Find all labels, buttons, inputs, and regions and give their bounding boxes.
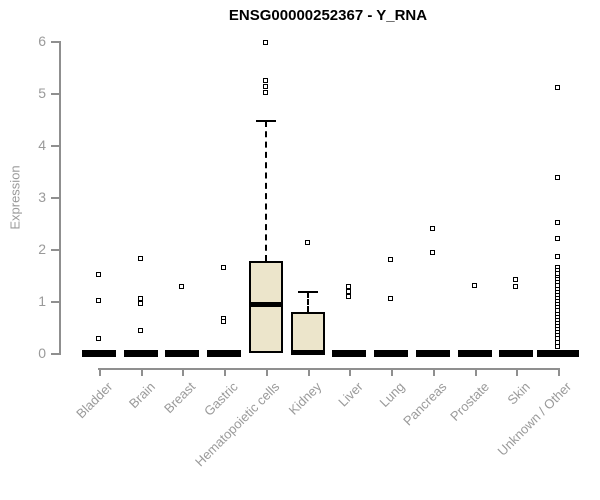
x-tick-label: Breast	[161, 379, 199, 417]
y-axis-tick	[51, 301, 59, 303]
x-tick-label: Pancreas	[400, 379, 450, 429]
y-axis-tick	[51, 145, 59, 147]
collapsed-box	[499, 350, 533, 357]
x-axis-tick	[266, 368, 268, 376]
x-axis-tick	[475, 368, 477, 376]
y-tick-label: 2	[38, 241, 46, 257]
outlier-point	[138, 295, 143, 301]
y-tick-label: 5	[38, 85, 46, 101]
whisker-line	[307, 291, 309, 312]
outlier-point	[346, 283, 351, 289]
outlier-point	[346, 289, 351, 295]
x-axis-tick	[224, 368, 226, 376]
outlier-point	[430, 250, 435, 256]
x-axis-tick	[182, 368, 184, 376]
y-axis-tick	[51, 249, 59, 251]
median-line	[249, 301, 283, 307]
outlier-point	[138, 301, 143, 307]
median-line	[291, 349, 325, 355]
outlier-point	[388, 256, 393, 262]
outlier-point	[263, 40, 268, 46]
x-axis-tick	[349, 368, 351, 376]
collapsed-box	[332, 350, 366, 357]
outlier-point	[179, 283, 184, 289]
collapsed-box	[458, 350, 492, 357]
collapsed-box	[374, 350, 408, 357]
collapsed-box	[207, 350, 241, 357]
box	[249, 260, 283, 353]
y-tick-label: 6	[38, 33, 46, 49]
outlier-point	[513, 277, 518, 283]
collapsed-box	[124, 350, 158, 357]
x-tick-label: Bladder	[73, 379, 116, 422]
x-tick-label: Kidney	[285, 379, 325, 418]
y-tick-label: 3	[38, 189, 46, 205]
y-tick-label: 1	[38, 293, 46, 309]
whisker-line	[265, 121, 267, 261]
outlier-point	[555, 174, 560, 180]
y-axis-tick	[51, 197, 59, 199]
outlier-point	[555, 220, 560, 225]
y-axis-tick	[51, 93, 59, 95]
outlier-point	[388, 295, 393, 301]
outlier-point	[96, 272, 101, 277]
outlier-point	[555, 253, 560, 259]
x-axis-tick	[433, 368, 435, 376]
y-tick-label: 0	[38, 345, 46, 361]
x-axis-tick	[99, 368, 101, 376]
x-axis-tick	[141, 368, 143, 376]
outlier-point	[138, 328, 143, 334]
collapsed-box	[82, 350, 116, 357]
outlier-point	[555, 236, 560, 242]
outlier-point	[472, 282, 477, 288]
outlier-point	[346, 293, 351, 299]
x-axis-tick	[558, 368, 560, 376]
box	[291, 311, 325, 353]
x-tick-label: Skin	[504, 379, 533, 408]
y-axis-tick	[51, 41, 59, 43]
outlier-point	[221, 265, 226, 271]
x-tick-label: Unknown / Other	[495, 379, 575, 459]
outlier-point	[430, 226, 435, 232]
x-tick-label: Liver	[335, 379, 366, 410]
outlier-point	[263, 90, 268, 95]
outlier-point	[555, 84, 560, 90]
chart-title: ENSG00000252367 - Y_RNA	[228, 7, 428, 24]
outlier-point	[138, 255, 143, 261]
x-axis-tick	[516, 368, 518, 376]
x-tick-label: Prostate	[446, 379, 492, 424]
y-axis-line	[59, 41, 61, 355]
outlier-point	[305, 239, 310, 245]
outlier-point	[96, 298, 101, 303]
collapsed-box	[165, 350, 199, 357]
x-axis-line	[98, 368, 560, 370]
outlier-point	[263, 78, 268, 84]
x-tick-label: Lung	[376, 379, 408, 411]
y-tick-label: 4	[38, 137, 46, 153]
x-axis-tick	[308, 368, 310, 376]
outlier-point	[96, 335, 101, 341]
y-axis-tick	[51, 353, 59, 355]
whisker-cap	[298, 290, 318, 293]
x-tick-label: Brain	[125, 379, 158, 412]
outlier-point	[555, 343, 560, 349]
collapsed-box	[416, 350, 450, 357]
collapsed-box	[537, 350, 579, 357]
outlier-point	[263, 83, 268, 89]
outlier-point	[513, 283, 518, 289]
x-axis-tick	[391, 368, 393, 376]
x-tick-label: Gastric	[200, 379, 241, 419]
outlier-point	[221, 318, 226, 324]
whisker-cap	[256, 120, 276, 123]
